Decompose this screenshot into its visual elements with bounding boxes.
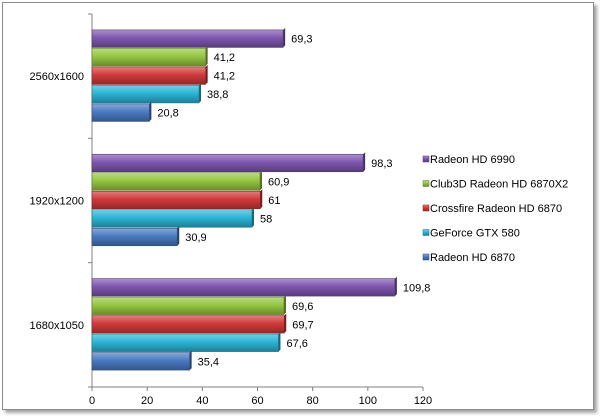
category-label: 1680x1050: [30, 320, 84, 332]
legend-swatch: [422, 155, 430, 163]
bar-cap: [394, 276, 397, 297]
bar-cap: [260, 189, 263, 209]
bar: [91, 153, 364, 173]
legend-swatch: [422, 204, 430, 212]
x-tick-label: 100: [359, 395, 377, 407]
bar: [91, 352, 190, 371]
bar-cap: [284, 313, 287, 334]
legend-label: GeForce GTX 580: [430, 228, 520, 240]
value-label: 58: [260, 214, 272, 226]
bar: [91, 48, 206, 67]
x-tick-label: 80: [307, 395, 319, 407]
legend-label: Crossfire Radeon HD 6870: [430, 203, 562, 215]
bar: [91, 103, 150, 122]
bar: [91, 227, 178, 247]
value-label: 41,2: [214, 71, 235, 83]
bar-cap: [363, 152, 366, 172]
bar-cap: [205, 64, 208, 85]
bar-cap: [199, 83, 202, 103]
x-tick-label: 0: [89, 395, 95, 407]
value-label: 69,7: [292, 319, 313, 331]
legend-label: Radeon HD 6870: [430, 252, 515, 264]
category-label: 2560x1600: [30, 71, 84, 83]
bar-cap: [149, 101, 152, 122]
bar: [91, 85, 200, 104]
bar-cap: [205, 46, 208, 66]
legend-swatch: [422, 180, 430, 187]
bar: [91, 190, 261, 210]
value-label: 61: [268, 195, 280, 207]
value-label: 38,8: [207, 89, 228, 101]
bar-cap: [278, 332, 281, 352]
legend-label: Club3D Radeon HD 6870X2: [430, 179, 568, 191]
value-label: 69,3: [291, 34, 312, 46]
bar-cap: [283, 295, 286, 315]
value-label: 35,4: [198, 356, 219, 368]
bar: [91, 333, 279, 352]
bar: [91, 29, 284, 48]
value-label: 41,2: [214, 52, 235, 64]
bar: [91, 66, 206, 85]
bar: [91, 172, 261, 191]
bar: [91, 315, 285, 334]
category-label: 1920x1200: [30, 196, 84, 208]
value-label: 20,8: [157, 108, 178, 120]
bar-cap: [177, 226, 180, 246]
bar-cap: [189, 350, 192, 371]
bar-cap: [259, 170, 262, 191]
x-tick-label: 120: [414, 395, 432, 407]
bar: [91, 296, 285, 315]
value-label: 109,8: [403, 282, 431, 294]
bar-cap: [251, 207, 254, 228]
bar-cap: [283, 27, 286, 48]
value-label: 98,3: [371, 158, 392, 170]
value-label: 69,6: [292, 301, 313, 313]
value-label: 67,6: [286, 338, 307, 350]
legend-label: Radeon HD 6990: [430, 154, 515, 166]
bar: [91, 278, 396, 297]
x-tick-label: 20: [141, 395, 153, 407]
value-label: 60,9: [268, 177, 289, 189]
legend-swatch: [422, 229, 430, 236]
x-tick-label: 60: [251, 395, 263, 407]
legend-swatch: [422, 253, 430, 261]
x-tick-label: 40: [196, 395, 208, 407]
value-label: 30,9: [185, 232, 206, 244]
bar: [91, 209, 253, 228]
